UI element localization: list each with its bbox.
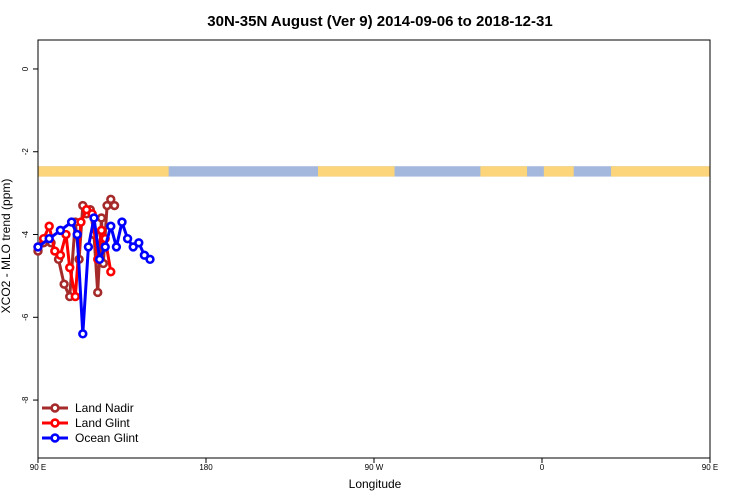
y-tick-label: 0 <box>21 66 30 71</box>
data-point-ocean-glint <box>117 217 127 227</box>
land-band-segment <box>318 166 395 177</box>
legend-swatch-marker <box>50 418 60 428</box>
x-tick-label: 180 <box>199 463 213 472</box>
y-axis: 0 -2 -4 -6 -8 <box>21 66 38 404</box>
data-point-ocean-glint <box>44 233 54 244</box>
legend-swatch-marker <box>50 433 60 443</box>
land-ocean-band <box>38 166 710 177</box>
data-point-land-glint <box>70 291 81 302</box>
data-point-ocean-glint <box>66 217 77 227</box>
legend-item-land-nadir: Land Nadir <box>42 401 134 415</box>
data-point-ocean-glint <box>55 225 66 236</box>
land-band-segment <box>543 166 574 177</box>
data-point-land-glint <box>76 217 86 227</box>
data-point-land-glint <box>65 262 75 273</box>
legend-label: Land Nadir <box>75 401 134 415</box>
data-point-ocean-glint <box>78 329 88 339</box>
data-point-land-nadir <box>109 200 120 211</box>
legend-item-land-glint: Land Glint <box>42 416 130 430</box>
data-point-land-glint <box>106 267 116 277</box>
x-axis-label: Longitude <box>349 477 402 491</box>
legend-swatch-marker <box>50 403 60 413</box>
legend-label: Land Glint <box>75 416 130 430</box>
data-point-ocean-glint <box>106 221 116 231</box>
x-tick-label: 90 W <box>365 463 384 472</box>
legend-label: Ocean Glint <box>75 431 139 445</box>
chart-title: 30N-35N August (Ver 9) 2014-09-06 to 201… <box>207 13 552 30</box>
data-point-land-nadir <box>93 287 103 298</box>
data-point-land-glint <box>44 221 54 231</box>
x-axis: 90 E 180 90 W 0 90 E <box>30 458 718 472</box>
legend-item-ocean-glint: Ocean Glint <box>42 431 139 445</box>
y-tick-label: -2 <box>21 148 30 156</box>
y-tick-label: -8 <box>21 396 30 404</box>
data-point-ocean-glint <box>94 254 105 265</box>
data-point-ocean-glint <box>111 242 122 252</box>
data-point-ocean-glint <box>122 233 133 244</box>
data-point-land-nadir <box>96 213 107 223</box>
series-layer <box>33 194 155 339</box>
land-band-segment <box>38 166 169 177</box>
land-band-segment <box>480 166 528 177</box>
series-ocean-glint <box>33 213 155 339</box>
data-point-ocean-glint <box>100 242 110 252</box>
x-tick-label: 0 <box>540 463 545 472</box>
data-point-land-glint <box>55 250 66 260</box>
y-axis-label: XCO2 - MLO trend (ppm) <box>0 179 13 314</box>
data-point-ocean-glint <box>134 238 144 248</box>
x-tick-label: 90 E <box>30 463 46 472</box>
plot-frame <box>37 39 711 459</box>
data-point-ocean-glint <box>145 254 155 265</box>
land-band-segment <box>611 166 710 177</box>
data-point-ocean-glint <box>89 213 99 223</box>
data-point-ocean-glint <box>83 242 94 252</box>
data-point-land-glint <box>96 225 107 236</box>
y-tick-label: -6 <box>21 313 30 321</box>
data-point-ocean-glint <box>33 242 43 252</box>
data-point-land-nadir <box>59 279 69 289</box>
data-point-ocean-glint <box>72 229 82 240</box>
x-tick-label: 90 E <box>702 463 718 472</box>
y-tick-label: -4 <box>21 230 30 238</box>
